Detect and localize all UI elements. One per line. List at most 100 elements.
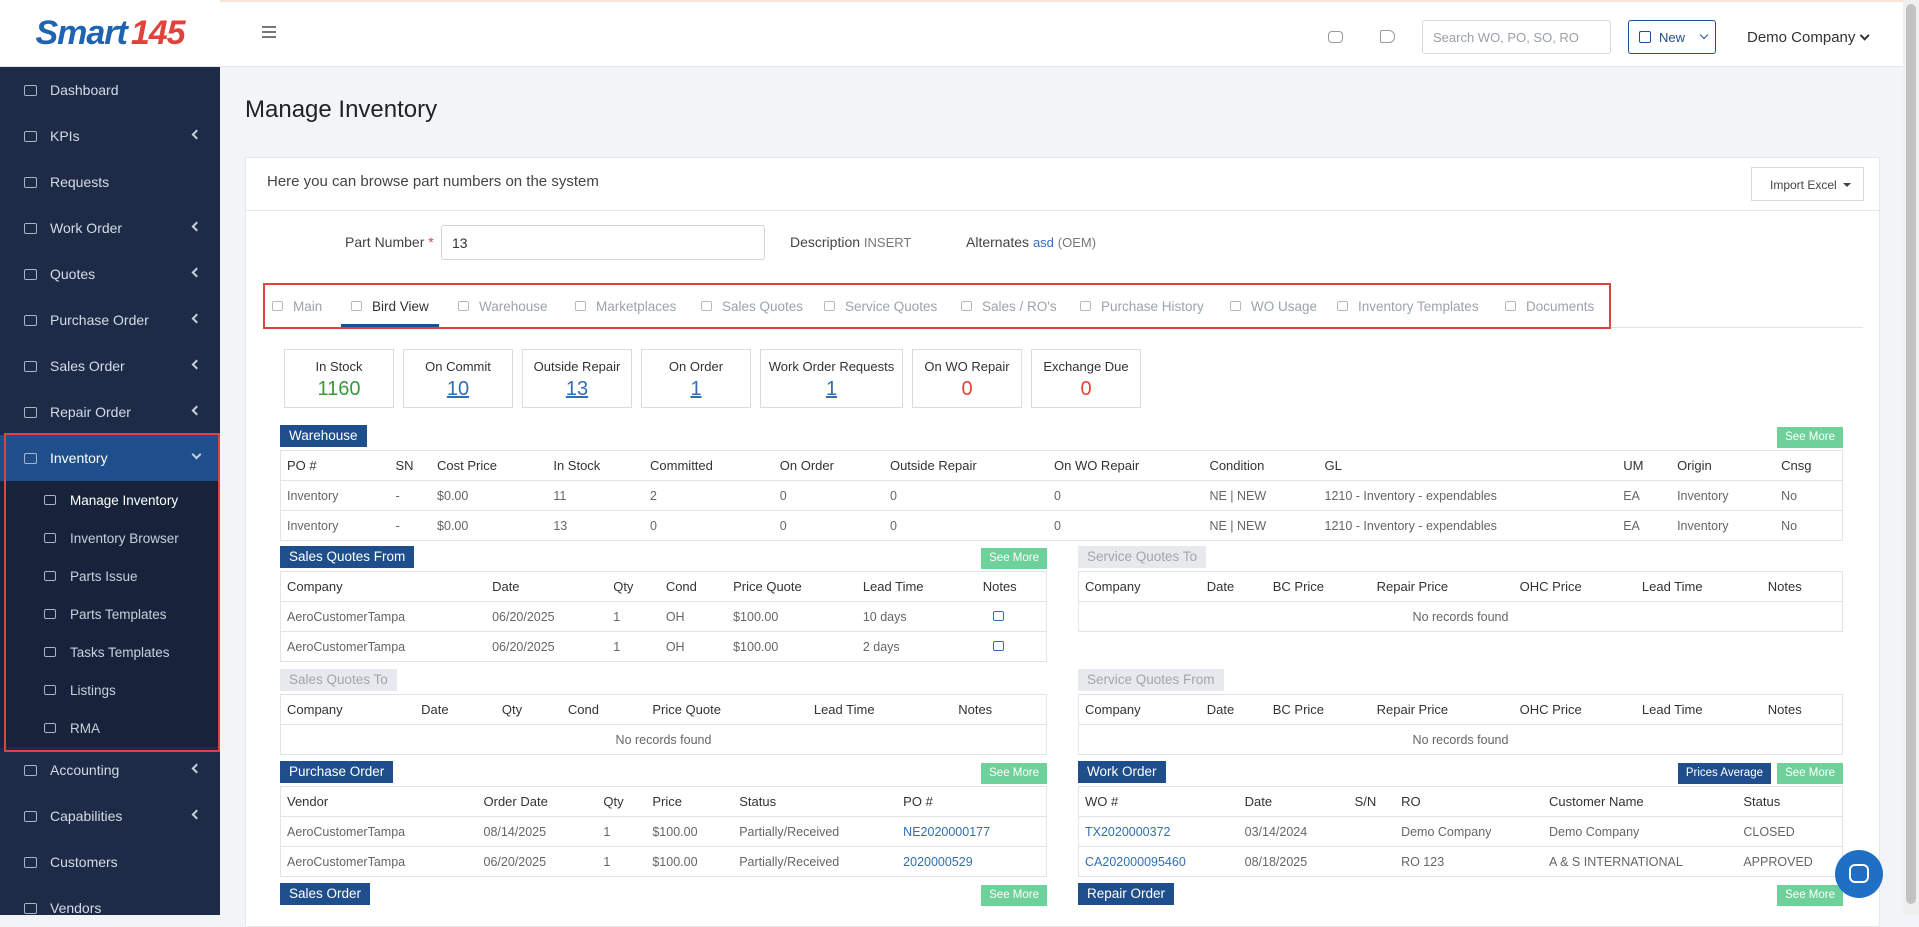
company-menu[interactable]: Demo Company <box>1747 29 1871 46</box>
see-more-button[interactable]: See More <box>981 763 1047 784</box>
table-cell: A & S INTERNATIONAL <box>1542 846 1738 877</box>
note-icon[interactable] <box>992 610 1004 621</box>
data-table: WO # Date S/N RO Customer Name Status TX202000… <box>1078 786 1843 877</box>
column-header: Notes <box>1761 694 1843 725</box>
caret <box>1699 30 1709 40</box>
alternates-link[interactable]: asd <box>1032 235 1054 250</box>
tab[interactable]: Documents <box>1505 296 1594 316</box>
section: Sales Order See More <box>280 883 1047 906</box>
table-cell: 1 <box>597 846 647 877</box>
submenu-item[interactable]: Parts Issue <box>0 557 220 595</box>
announce-icon[interactable] <box>1380 30 1395 43</box>
menu-item[interactable]: Capabilities <box>0 793 220 839</box>
tab[interactable]: Main <box>272 296 322 316</box>
see-more-button[interactable]: See More <box>1777 763 1843 784</box>
table-cell: 0 <box>644 510 774 541</box>
submenu-item[interactable]: Tasks Templates <box>0 633 220 671</box>
submenu-label: Inventory Browser <box>70 530 179 546</box>
column-header: UM <box>1617 450 1672 481</box>
see-more-button[interactable]: See More <box>981 885 1047 906</box>
menu-item[interactable]: Sales Order <box>0 343 220 389</box>
menu-item[interactable]: Requests <box>0 159 220 205</box>
menu-item[interactable]: Purchase Order <box>0 297 220 343</box>
menu-label: Inventory <box>50 450 108 466</box>
stat-value[interactable]: 1 <box>690 378 702 400</box>
logo[interactable]: Smart 145 <box>0 0 220 67</box>
table-cell[interactable]: TX2020000372 <box>1078 816 1239 847</box>
hamburger[interactable] <box>262 26 276 38</box>
submenu-label: Tasks Templates <box>70 644 170 660</box>
tab-label: Warehouse <box>479 298 548 314</box>
tab-label: Sales / RO's <box>982 298 1057 314</box>
chat-button[interactable] <box>1835 850 1883 898</box>
tab[interactable]: Warehouse <box>458 296 548 316</box>
import-button[interactable]: Import Excel <box>1751 167 1864 201</box>
column-header: On Order <box>773 450 884 481</box>
note-icon[interactable] <box>992 640 1004 651</box>
data-table: Company Date Qty Cond Price Quote Lead Time No… <box>280 571 1047 662</box>
stat-value[interactable]: 1 <box>825 378 838 400</box>
section-title: Warehouse <box>280 425 367 447</box>
hamburger-bar <box>262 31 276 33</box>
menu-item[interactable]: Vendors <box>0 885 220 915</box>
new-button[interactable]: New <box>1628 20 1716 54</box>
menu-label: Vendors <box>50 900 102 915</box>
submenu-item[interactable]: Inventory Browser <box>0 519 220 557</box>
tab[interactable]: Sales Quotes <box>701 296 803 316</box>
table-cell[interactable]: 2020000529 <box>897 846 1047 877</box>
column-header: Notes <box>952 694 1047 725</box>
submenu-item[interactable]: Listings <box>0 671 220 709</box>
tab[interactable]: Sales / RO's <box>961 296 1057 316</box>
prices-average-button[interactable]: Prices Average <box>1677 763 1771 784</box>
menu-icon <box>24 856 37 868</box>
stat-value: 1160 <box>317 378 361 400</box>
sidebar: Smart 145 Dashboard KPIs Requests Work Order… <box>0 0 220 915</box>
table-cell <box>1348 846 1396 877</box>
table-row: Inventory - $0.00 13 0 0 0 0 NE | NEW 1210 - Inve… <box>280 510 1843 541</box>
table-cell: NE | NEW <box>1203 480 1319 511</box>
tab[interactable]: WO Usage <box>1230 296 1317 316</box>
table-cell: OH <box>659 601 728 632</box>
table-cell: 1 <box>607 631 660 662</box>
search-box[interactable]: Search WO, PO, SO, RO <box>1422 20 1611 54</box>
table-cell: 03/14/2024 <box>1238 816 1349 847</box>
table-cell[interactable]: CA202000095460 <box>1078 846 1239 877</box>
menu-item[interactable]: Accounting <box>0 747 220 793</box>
scroll-thumb[interactable] <box>1906 4 1916 904</box>
column-header: In Stock <box>547 450 645 481</box>
see-more-button[interactable]: See More <box>981 548 1047 569</box>
stat-value[interactable]: 13 <box>565 378 589 400</box>
tab-icon <box>1080 301 1091 311</box>
menu-item[interactable]: Dashboard <box>0 67 220 113</box>
table-cell: RO 123 <box>1395 846 1543 877</box>
part-number-input[interactable]: 13 <box>441 225 765 260</box>
tab[interactable]: Marketplaces <box>575 296 676 316</box>
submenu-item[interactable]: Parts Templates <box>0 595 220 633</box>
description-value: INSERT <box>863 235 912 250</box>
see-more-button[interactable]: See More <box>1777 885 1843 906</box>
menu-item[interactable]: Customers <box>0 839 220 885</box>
tab[interactable]: Purchase History <box>1080 296 1204 316</box>
tab[interactable]: Service Quotes <box>824 296 937 316</box>
submenu-item[interactable]: Manage Inventory <box>0 481 220 519</box>
tab[interactable]: Inventory Templates <box>1337 296 1479 316</box>
section: Sales Quotes From See More Company Date Qty C… <box>280 546 1047 662</box>
submenu-item[interactable]: RMA <box>0 709 220 747</box>
menu-item[interactable]: Repair Order <box>0 389 220 435</box>
printer-icon[interactable] <box>1328 31 1343 43</box>
menu-icon <box>24 810 37 822</box>
menu-label: Repair Order <box>50 404 131 420</box>
table-cell: 06/20/2025 <box>486 631 608 662</box>
stat-value[interactable]: 10 <box>446 378 470 400</box>
tab[interactable]: Bird View <box>351 296 429 316</box>
menu-item[interactable]: Inventory <box>0 435 220 481</box>
menu-item[interactable]: Quotes <box>0 251 220 297</box>
see-more-button[interactable]: See More <box>1777 427 1843 448</box>
panel-header: Here you can browse part numbers on the … <box>246 158 1879 211</box>
table-cell[interactable]: NE2020000177 <box>897 816 1047 847</box>
menu-item[interactable]: KPIs <box>0 113 220 159</box>
table-cell: No <box>1775 510 1843 541</box>
menu-item[interactable]: Work Order <box>0 205 220 251</box>
tab-label: Main <box>293 298 323 314</box>
column-header: Lead Time <box>856 571 977 602</box>
